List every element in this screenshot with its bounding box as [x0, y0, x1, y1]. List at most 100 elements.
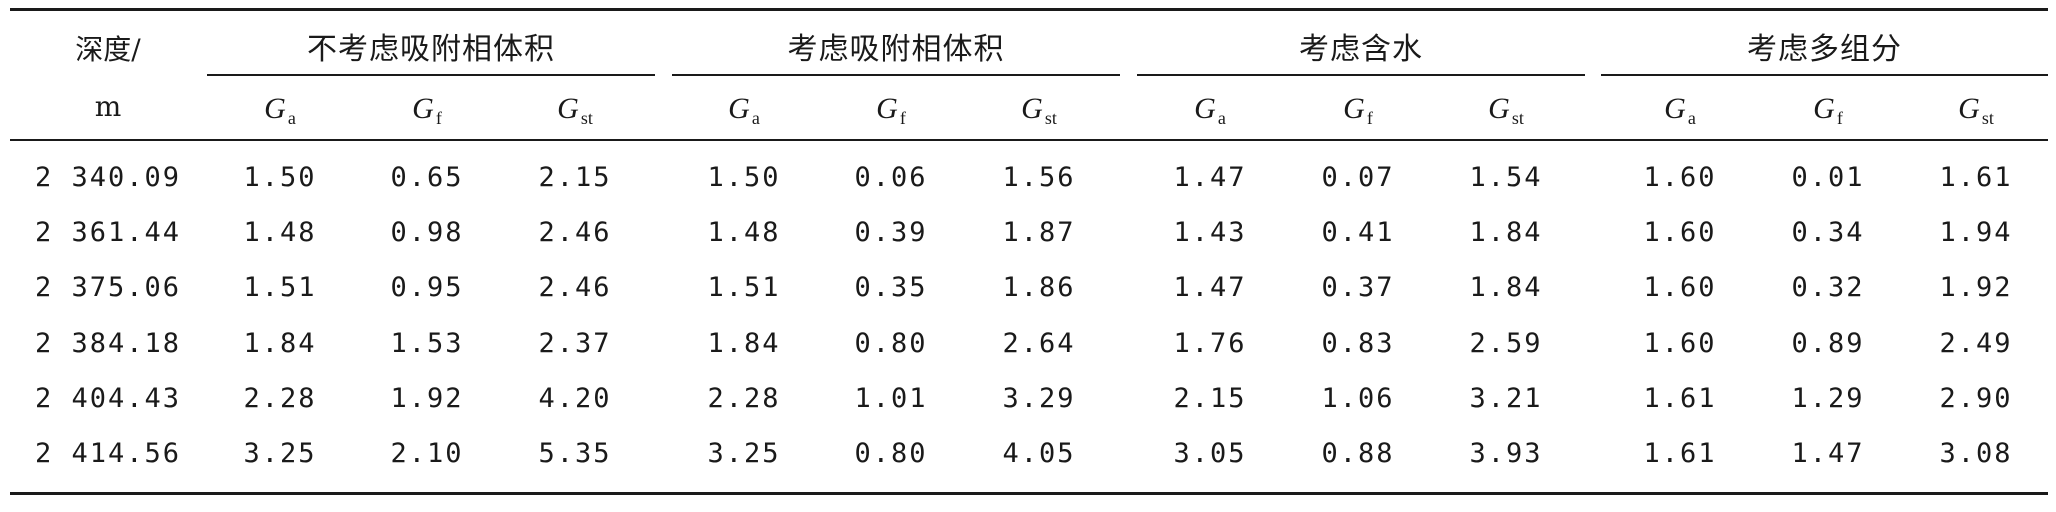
subcolumn-subscript: st [1511, 108, 1524, 128]
value-cell: 3.21 [1469, 383, 1543, 414]
value-cell: 0.07 [1321, 162, 1395, 193]
depth-cell: 2 384.18 [34, 328, 182, 359]
value-cell: 1.48 [243, 217, 317, 248]
value-cell: 5.35 [538, 438, 612, 469]
value-cell: 3.05 [1173, 438, 1247, 469]
subcolumn-subscript: a [1217, 108, 1226, 128]
subcolumn-subscript: f [1366, 108, 1373, 128]
value-cell: 0.37 [1321, 272, 1395, 303]
value-cell: 1.48 [707, 217, 781, 248]
subcolumn-subscript: f [435, 108, 442, 128]
subcolumn-symbol: G [1664, 92, 1686, 125]
value-cell: 0.32 [1791, 272, 1865, 303]
value-cell: 1.29 [1791, 383, 1865, 414]
group-header: 考虑吸附相体积 [787, 32, 1005, 67]
subcolumn-subscript: st [1044, 108, 1057, 128]
subcolumn-symbol: G [1021, 92, 1043, 125]
top-rule [10, 8, 2048, 11]
depth-cell: 2 361.44 [34, 217, 182, 248]
group-header: 考虑多组分 [1747, 32, 1902, 67]
subcolumn-symbol: G [1958, 92, 1980, 125]
value-cell: 1.86 [1002, 272, 1076, 303]
subcolumn-symbol: G [728, 92, 750, 125]
value-cell: 1.06 [1321, 383, 1395, 414]
value-cell: 1.84 [707, 328, 781, 359]
value-cell: 1.47 [1791, 438, 1865, 469]
value-cell: 0.95 [390, 272, 464, 303]
value-cell: 1.84 [1469, 217, 1543, 248]
value-cell: 1.60 [1643, 217, 1717, 248]
value-cell: 2.37 [538, 328, 612, 359]
value-cell: 1.61 [1643, 438, 1717, 469]
value-cell: 1.61 [1939, 162, 2013, 193]
group-rule [207, 74, 655, 76]
depth-cell: 2 340.09 [34, 162, 182, 193]
bottom-rule [10, 492, 2048, 495]
value-cell: 3.08 [1939, 438, 2013, 469]
group-rule [672, 74, 1120, 76]
value-cell: 0.34 [1791, 217, 1865, 248]
value-cell: 1.76 [1173, 328, 1247, 359]
value-cell: 2.64 [1002, 328, 1076, 359]
value-cell: 3.25 [243, 438, 317, 469]
value-cell: 1.92 [1939, 272, 2013, 303]
value-cell: 1.60 [1643, 328, 1717, 359]
value-cell: 1.94 [1939, 217, 2013, 248]
value-cell: 1.50 [243, 162, 317, 193]
value-cell: 1.84 [243, 328, 317, 359]
subcolumn-symbol: G [412, 92, 434, 125]
value-cell: 1.84 [1469, 272, 1543, 303]
value-cell: 2.15 [1173, 383, 1247, 414]
value-cell: 0.39 [854, 217, 928, 248]
value-cell: 3.29 [1002, 383, 1076, 414]
value-cell: 1.47 [1173, 162, 1247, 193]
subcolumn-symbol: G [876, 92, 898, 125]
value-cell: 1.53 [390, 328, 464, 359]
value-cell: 1.47 [1173, 272, 1247, 303]
depth-cell: 2 404.43 [34, 383, 182, 414]
value-cell: 1.43 [1173, 217, 1247, 248]
subcolumn-subscript: st [580, 108, 593, 128]
value-cell: 0.01 [1791, 162, 1865, 193]
value-cell: 1.61 [1643, 383, 1717, 414]
value-cell: 1.92 [390, 383, 464, 414]
value-cell: 1.60 [1643, 162, 1717, 193]
group-rule [1137, 74, 1585, 76]
value-cell: 0.35 [854, 272, 928, 303]
subcolumn-symbol: G [1343, 92, 1365, 125]
value-cell: 0.41 [1321, 217, 1395, 248]
value-cell: 2.15 [538, 162, 612, 193]
value-cell: 2.46 [538, 217, 612, 248]
depth-cell: 2 414.56 [34, 438, 182, 469]
header-rule [10, 139, 2048, 141]
subcolumn-symbol: G [264, 92, 286, 125]
value-cell: 0.88 [1321, 438, 1395, 469]
value-cell: 2.46 [538, 272, 612, 303]
value-cell: 2.28 [243, 383, 317, 414]
depth-unit: m [94, 90, 122, 123]
value-cell: 1.56 [1002, 162, 1076, 193]
value-cell: 1.51 [243, 272, 317, 303]
value-cell: 3.93 [1469, 438, 1543, 469]
value-cell: 3.25 [707, 438, 781, 469]
subcolumn-symbol: G [1813, 92, 1835, 125]
value-cell: 2.90 [1939, 383, 2013, 414]
value-cell: 0.89 [1791, 328, 1865, 359]
value-cell: 0.83 [1321, 328, 1395, 359]
group-header: 不考虑吸附相体积 [307, 32, 555, 67]
value-cell: 0.80 [854, 438, 928, 469]
subcolumn-subscript: f [899, 108, 906, 128]
value-cell: 1.50 [707, 162, 781, 193]
subcolumn-symbol: G [1194, 92, 1216, 125]
